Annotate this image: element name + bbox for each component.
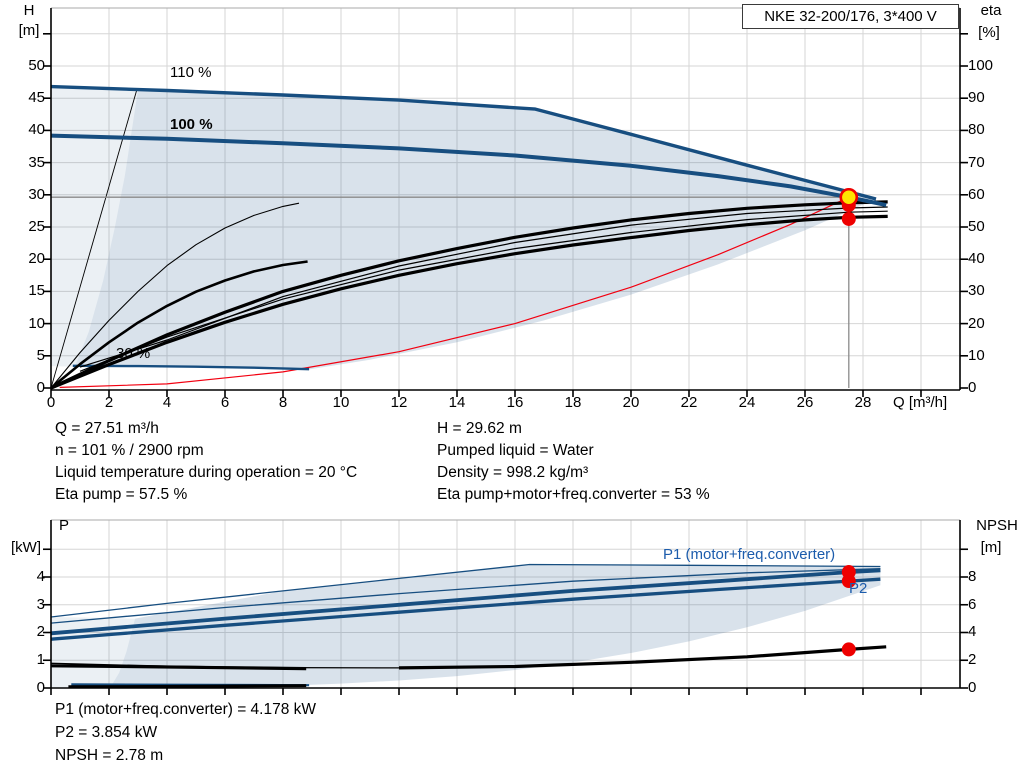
eta-axis-unit: [%] — [978, 24, 1000, 41]
info-density: Density = 998.2 kg/m³ — [437, 464, 589, 481]
q-tick: 18 — [564, 394, 582, 411]
eta-tick: 30 — [968, 282, 985, 299]
npsh-tick: 2 — [968, 651, 977, 668]
info-h: H = 29.62 m — [437, 420, 522, 437]
q-tick: 28 — [854, 394, 872, 411]
npsh-tick: 0 — [968, 679, 977, 696]
h-axis-title: H — [23, 2, 35, 19]
p-tick: 2 — [36, 623, 45, 640]
info-eta-pump: Eta pump = 57.5 % — [55, 486, 188, 503]
h-tick: 5 — [36, 347, 45, 364]
p-tick: 3 — [36, 596, 45, 613]
p-axis-title: P — [58, 517, 69, 534]
pump-title-box: NKE 32-200/176, 3*400 V — [742, 4, 959, 29]
q-tick: 12 — [390, 394, 408, 411]
speed-110-label: 110 % — [170, 64, 212, 81]
p-tick: 4 — [36, 568, 45, 585]
q-tick: 4 — [162, 394, 172, 411]
h-tick: 30 — [28, 186, 45, 203]
q-axis-label: Q [m³/h] — [893, 394, 948, 411]
eta-tick: 10 — [968, 347, 985, 364]
p-axis-unit: [kW] — [11, 539, 41, 556]
h-axis-unit: [m] — [18, 22, 40, 39]
eta-axis-title: eta — [980, 2, 1002, 19]
p-tick: 0 — [36, 679, 45, 696]
eta-tick: 0 — [968, 379, 977, 396]
info-eta-total: Eta pump+motor+freq.converter = 53 % — [437, 486, 710, 503]
h-tick: 25 — [28, 218, 45, 235]
eta-tick: 50 — [968, 218, 985, 235]
h-tick: 0 — [36, 379, 45, 396]
q-tick: 20 — [622, 394, 640, 411]
h-tick: 45 — [28, 89, 45, 106]
h-tick: 10 — [28, 315, 45, 332]
info-liquid-temp: Liquid temperature during operation = 20… — [55, 464, 358, 481]
q-tick: 22 — [680, 394, 698, 411]
q-tick: 0 — [46, 394, 56, 411]
info-q: Q = 27.51 m³/h — [55, 420, 159, 437]
eta-tick: 80 — [968, 121, 985, 138]
eta-tick: 60 — [968, 186, 985, 203]
h-tick: 35 — [28, 154, 45, 171]
info-pumped-liquid: Pumped liquid = Water — [437, 442, 594, 459]
q-tick: 14 — [448, 394, 466, 411]
npsh-axis-unit: [m] — [980, 539, 1002, 556]
speed-100-label: 100 % — [170, 116, 213, 133]
p2-curve-label: P2 — [849, 580, 868, 597]
h-tick: 15 — [28, 282, 45, 299]
q-tick: 10 — [332, 394, 350, 411]
q-tick: 26 — [796, 394, 814, 411]
speed-30-label: 30 % — [116, 345, 151, 362]
npsh-axis-title: NPSH — [976, 517, 1018, 534]
q-tick: 8 — [278, 394, 288, 411]
info-n: n = 101 % / 2900 rpm — [55, 442, 204, 459]
eta-tick: 20 — [968, 315, 985, 332]
h-tick: 50 — [28, 57, 45, 74]
eta-tick: 70 — [968, 154, 985, 171]
q-tick: 2 — [104, 394, 114, 411]
npsh-tick: 8 — [968, 568, 977, 585]
info-npsh: NPSH = 2.78 m — [55, 747, 164, 764]
h-tick: 40 — [28, 121, 45, 138]
h-tick: 20 — [28, 250, 45, 267]
eta-tick: 90 — [968, 89, 985, 106]
eta-tick: 40 — [968, 250, 985, 267]
q-tick: 16 — [506, 394, 524, 411]
npsh-tick: 6 — [968, 596, 977, 613]
info-p1: P1 (motor+freq.converter) = 4.178 kW — [55, 701, 317, 718]
q-tick: 24 — [738, 394, 756, 411]
q-tick: 6 — [220, 394, 230, 411]
info-p2: P2 = 3.854 kW — [55, 724, 158, 741]
eta-tick: 100 — [968, 57, 994, 74]
npsh-tick: 4 — [968, 623, 977, 640]
p-tick: 1 — [36, 651, 45, 668]
p1-curve-label: P1 (motor+freq.converter) — [663, 546, 836, 563]
